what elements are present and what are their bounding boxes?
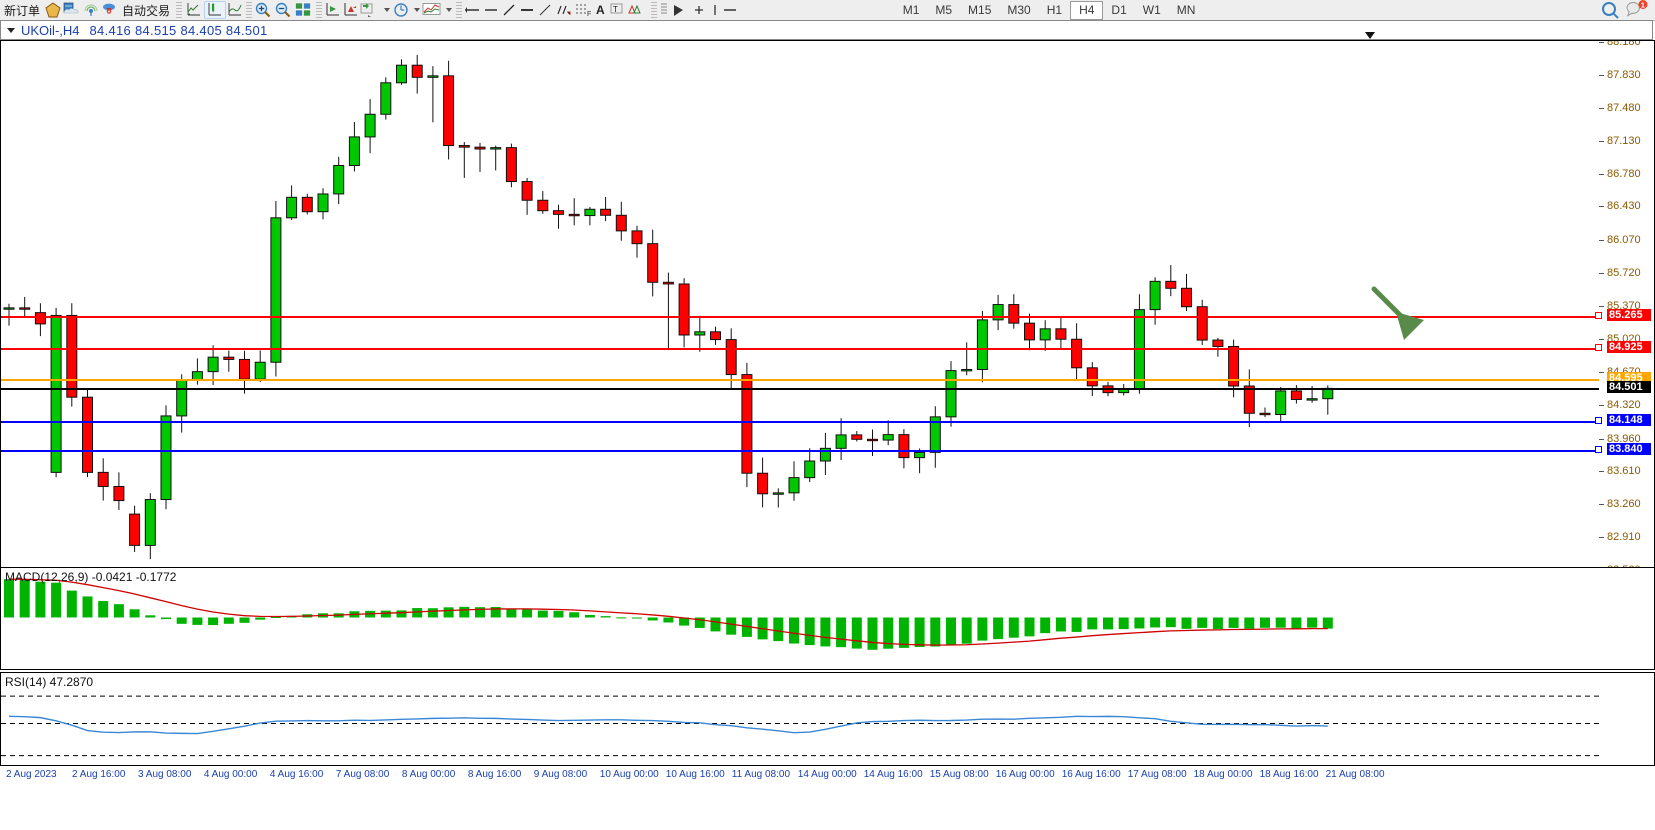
svg-text:1: 1 bbox=[1641, 1, 1645, 10]
svg-text:F: F bbox=[587, 11, 591, 18]
svg-text:T: T bbox=[613, 5, 618, 14]
